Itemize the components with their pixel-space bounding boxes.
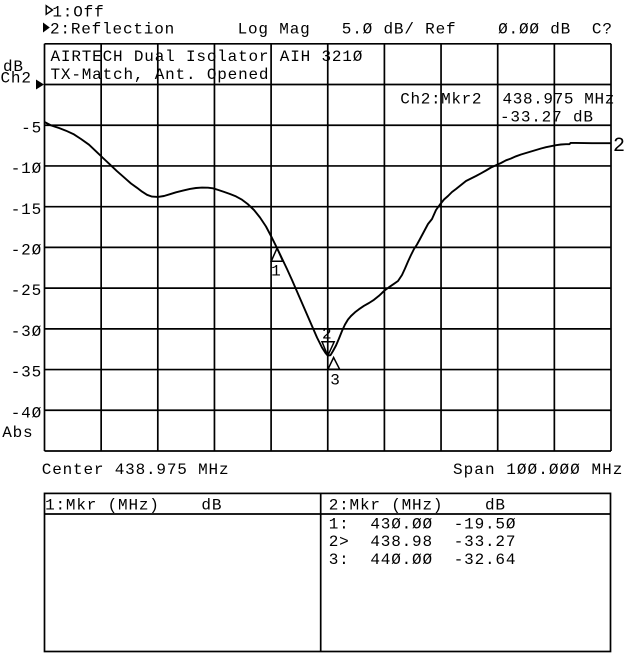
svg-text:-4Ø: -4Ø (11, 404, 42, 422)
svg-text:-35: -35 (11, 364, 42, 382)
svg-text:-33.27 dB: -33.27 dB (500, 109, 594, 127)
svg-text:2:Mkr (MHz) dB: 2:Mkr (MHz) dB (329, 496, 506, 514)
svg-text:-2Ø: -2Ø (11, 242, 42, 260)
svg-text:2:Reflection Log Mag 5.: 2:Reflection Log Mag 5.Ø dB/ Ref Ø.ØØ dB… (50, 21, 613, 39)
svg-text:AIRTECH Dual Isolator AIH 321Ø: AIRTECH Dual Isolator AIH 321Ø (51, 48, 364, 66)
svg-text:-15: -15 (11, 201, 42, 219)
svg-text:1:Off: 1:Off (52, 4, 104, 22)
svg-text:2: 2 (322, 326, 332, 344)
svg-text:1:Mkr (MHz) dB: 1:Mkr (MHz) dB (45, 496, 222, 514)
svg-text:3: 44Ø.ØØ -32.64: 3: 44Ø.ØØ -32.64 (329, 551, 517, 569)
svg-text:dB: dB (3, 58, 24, 76)
svg-text:1: 1 (271, 262, 281, 280)
svg-text:-5: -5 (21, 119, 42, 137)
svg-text:1: 43Ø.ØØ -19.5Ø: 1: 43Ø.ØØ -19.5Ø (329, 515, 517, 533)
svg-text:Abs: Abs (2, 424, 33, 442)
svg-text:-3Ø: -3Ø (11, 323, 42, 341)
svg-text:-25: -25 (11, 282, 42, 300)
svg-text:Ch2: Ch2 (1, 70, 32, 88)
svg-text:2> 438.98 -33.27: 2> 438.98 -33.27 (329, 533, 517, 551)
svg-text:2: 2 (613, 135, 625, 158)
svg-text:Ch2:Mkr2 438.975 MHz: Ch2:Mkr2 438.975 MHz (400, 91, 615, 109)
svg-text:-1Ø: -1Ø (11, 160, 42, 178)
svg-text:Span 1ØØ.ØØØ MHz: Span 1ØØ.ØØØ MHz (453, 461, 623, 479)
svg-text:Center 438.975 MHz: Center 438.975 MHz (42, 461, 230, 479)
svg-text:3: 3 (330, 371, 340, 389)
svg-text:TX-Match, Ant. Opened: TX-Match, Ant. Opened (51, 66, 270, 84)
